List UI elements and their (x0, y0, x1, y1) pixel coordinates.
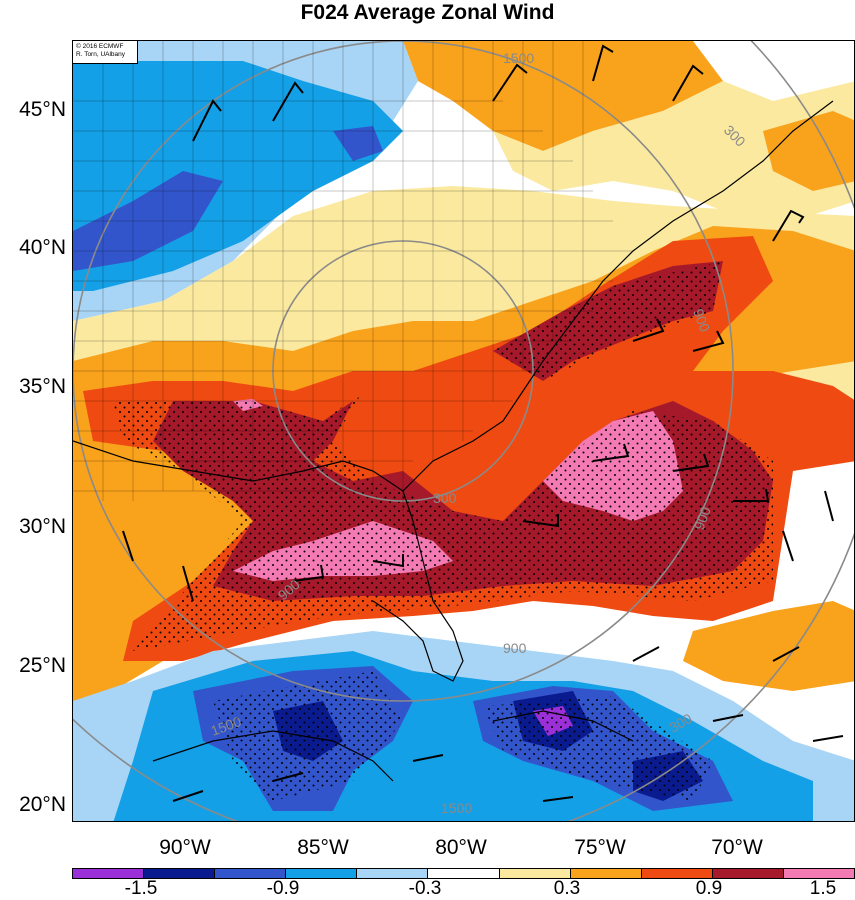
colorbar-cell (357, 869, 429, 878)
credit-box: © 2016 ECMWF R. Torn, UAlbany (72, 40, 138, 64)
longitude-label: 85°W (297, 836, 349, 859)
colorbar-cell (783, 869, 855, 878)
stipple-caribbean (483, 696, 713, 801)
contour-label: 900 (503, 640, 527, 656)
colorbar-label: 0.3 (553, 878, 581, 899)
credit-line: R. Torn, UAlbany (76, 51, 126, 58)
colorbar-label: -1.5 (124, 878, 158, 899)
longitude-label: 80°W (435, 836, 487, 859)
contour-label: 900 (691, 504, 714, 532)
contour-label: 900 (690, 307, 713, 335)
colorbar-cell (712, 869, 784, 878)
field-mediumblue-north (333, 126, 383, 161)
colorbar-cell (73, 869, 145, 878)
chart-title: F024 Average Zonal Wind (300, 1, 555, 24)
field-yellow-north (493, 81, 854, 221)
colorbar-cell (215, 869, 287, 878)
wind-barbs (122, 44, 844, 802)
latitude-label: 25°N (19, 654, 66, 677)
latitude-label: 35°N (19, 375, 66, 398)
latitude-label: 45°N (19, 98, 66, 121)
colorbar-label: 1.5 (809, 878, 837, 899)
longitude-label: 75°W (574, 836, 626, 859)
latitude-label: 20°N (19, 793, 66, 816)
colorbar-cell (286, 869, 358, 878)
latitude-label: 30°N (19, 515, 66, 538)
colorbar-cell (144, 869, 216, 878)
colorbar-cell (570, 869, 642, 878)
stipple-belt (113, 391, 773, 651)
contour-label: 1500 (503, 50, 534, 66)
stipple-south (213, 671, 403, 801)
colorbar-cell (641, 869, 713, 878)
longitude-label: 90°W (159, 836, 211, 859)
longitude-label: 70°W (711, 836, 763, 859)
zonal-wind-map: 1500 1500 1500 900 900 900 900 300 300 3… (73, 41, 854, 821)
latitude-label: 40°N (19, 236, 66, 259)
colorbar-label: -0.9 (266, 878, 300, 899)
colorbar-cell (428, 869, 500, 878)
coastlines (73, 100, 834, 782)
county-grid (73, 41, 633, 511)
map-panel[interactable]: 1500 1500 1500 900 900 900 900 300 300 3… (72, 40, 855, 822)
colorbar-label: -0.3 (408, 878, 442, 899)
colorbar-cell (499, 869, 571, 878)
colorbar (72, 868, 855, 879)
credit-line: © 2016 ECMWF (76, 43, 124, 50)
colorbar-label: 0.9 (695, 878, 723, 899)
contour-label: 300 (433, 490, 457, 506)
field-orange-north (403, 41, 723, 151)
field-orange-northeast (763, 111, 854, 191)
contour-label: 1500 (441, 800, 472, 816)
